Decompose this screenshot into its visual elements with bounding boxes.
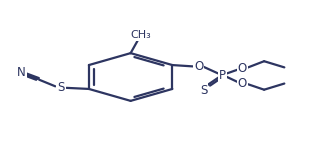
Text: S: S bbox=[200, 83, 207, 97]
Text: CH₃: CH₃ bbox=[131, 30, 151, 40]
Text: P: P bbox=[219, 69, 225, 82]
Text: S: S bbox=[57, 81, 65, 94]
Text: N: N bbox=[17, 66, 26, 79]
Text: O: O bbox=[194, 60, 203, 73]
Text: O: O bbox=[238, 77, 247, 90]
Text: O: O bbox=[238, 62, 247, 75]
